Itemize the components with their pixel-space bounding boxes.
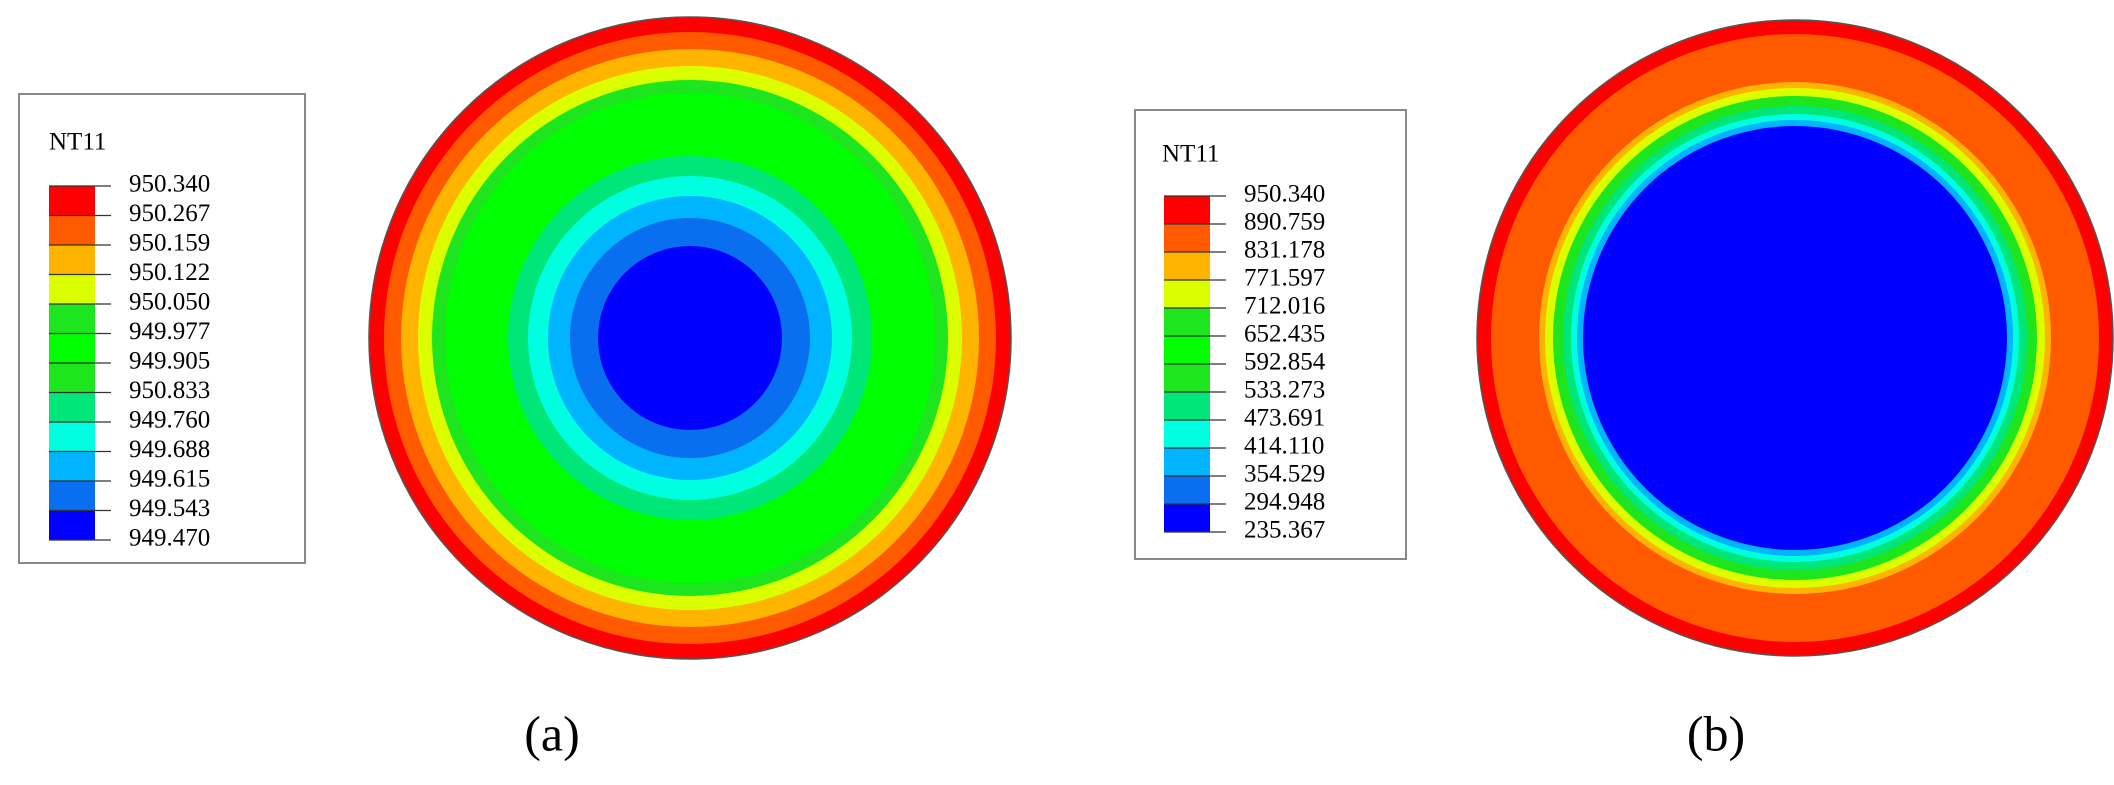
legend-label: 414.110 bbox=[1244, 433, 1324, 460]
legend-label: 950.340 bbox=[129, 171, 210, 198]
legend-label: 294.948 bbox=[1244, 489, 1325, 516]
legend-label: 950.122 bbox=[129, 259, 210, 286]
contour-band bbox=[598, 246, 782, 430]
legend-swatch bbox=[1164, 476, 1210, 504]
legend-label: 831.178 bbox=[1244, 237, 1325, 264]
legend-label: 950.159 bbox=[129, 230, 210, 257]
legend-label: 533.273 bbox=[1244, 377, 1325, 404]
legend-label: 473.691 bbox=[1244, 405, 1325, 432]
legend-swatch bbox=[1164, 196, 1210, 224]
legend-label: 950.050 bbox=[129, 289, 210, 316]
legend-swatch bbox=[1164, 392, 1210, 420]
legend-label: 712.016 bbox=[1244, 293, 1325, 320]
legend-swatch bbox=[49, 510, 95, 540]
legend-swatch bbox=[49, 333, 95, 363]
legend-title: NT11 bbox=[49, 129, 106, 156]
legend-swatch bbox=[1164, 280, 1210, 308]
panel-label: (a) bbox=[524, 705, 580, 761]
legend-label: 949.470 bbox=[129, 525, 210, 552]
legend-swatch bbox=[1164, 336, 1210, 364]
legend-swatch bbox=[49, 363, 95, 393]
disk-outline bbox=[368, 16, 1012, 660]
legend-label: 771.597 bbox=[1244, 265, 1325, 292]
legend-label: 354.529 bbox=[1244, 461, 1325, 488]
panel-label: (b) bbox=[1687, 705, 1745, 761]
legend-label: 949.760 bbox=[129, 407, 210, 434]
legend-swatch bbox=[1164, 308, 1210, 336]
legend-label: 949.977 bbox=[129, 318, 210, 345]
legend-swatch bbox=[49, 274, 95, 304]
legend-label: 235.367 bbox=[1244, 517, 1325, 544]
legend-swatch bbox=[1164, 504, 1210, 532]
legend-label: 949.905 bbox=[129, 348, 210, 375]
legend-label: 652.435 bbox=[1244, 321, 1325, 348]
legend-swatch bbox=[1164, 420, 1210, 448]
legend-swatch bbox=[49, 245, 95, 275]
legend-label: 949.543 bbox=[129, 495, 210, 522]
legend-swatch bbox=[1164, 364, 1210, 392]
legend-swatch bbox=[1164, 448, 1210, 476]
legend-swatch bbox=[49, 215, 95, 245]
legend-label: 949.688 bbox=[129, 436, 210, 463]
legend-swatch bbox=[49, 186, 95, 216]
legend-title: NT11 bbox=[1162, 141, 1219, 168]
legend-swatch bbox=[1164, 252, 1210, 280]
legend-swatch bbox=[49, 451, 95, 481]
legend-swatch bbox=[49, 422, 95, 452]
legend-swatch bbox=[49, 392, 95, 422]
legend-label: 950.833 bbox=[129, 377, 210, 404]
legend-label: 949.615 bbox=[129, 466, 210, 493]
legend-swatch bbox=[49, 304, 95, 334]
contour-band bbox=[1583, 126, 2007, 550]
legend-swatch bbox=[1164, 224, 1210, 252]
legend-label: 592.854 bbox=[1244, 349, 1326, 376]
disk-outline bbox=[1476, 19, 2114, 657]
legend-swatch bbox=[49, 481, 95, 511]
legend-label: 950.267 bbox=[129, 200, 210, 227]
legend-label: 890.759 bbox=[1244, 209, 1325, 236]
legend-label: 950.340 bbox=[1244, 181, 1325, 208]
